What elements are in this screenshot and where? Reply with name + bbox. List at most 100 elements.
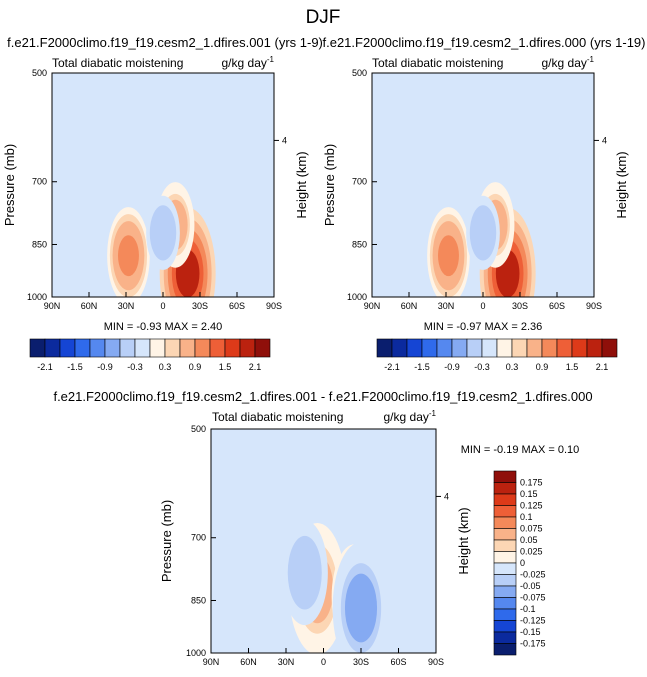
colorbar-cell xyxy=(224,338,241,358)
colorbar-label: 1.5 xyxy=(219,362,232,372)
colorbar-label: 0 xyxy=(520,558,525,568)
panel-difference: f.e21.F2000climo.f19_f19.cesm2_1.dfires.… xyxy=(53,389,592,667)
y-tick-label: 700 xyxy=(352,177,367,187)
x-tick-label: 90N xyxy=(364,301,381,311)
colorbar-label: 0.05 xyxy=(520,535,538,545)
colorbar-top-right: -2.1 -1.5 -0.9 -0.3 0.3 0.9 1.5 2.1 xyxy=(376,338,618,372)
contour-fill xyxy=(437,235,459,277)
heatmap-field xyxy=(372,73,594,297)
contour-fill xyxy=(498,135,517,170)
colorbar-label: 0.9 xyxy=(536,362,549,372)
x-tick-label: 0 xyxy=(480,301,485,311)
x-tick-label: 0 xyxy=(321,657,326,667)
colorbar-cell xyxy=(451,338,468,358)
y-axis: 500 700 850 1000 4 xyxy=(347,68,607,302)
contour-fill xyxy=(86,114,105,149)
colorbar-cell xyxy=(493,574,517,587)
colorbar-cell xyxy=(493,597,517,610)
colorbar-cell xyxy=(164,338,181,358)
colorbar-cell xyxy=(104,338,121,358)
colorbar-cell xyxy=(74,338,91,358)
right-tick-label: 4 xyxy=(444,491,449,501)
colorbar-cell xyxy=(59,338,76,358)
panel-left-label: Total diabatic moistening xyxy=(372,56,503,70)
colorbar-cell xyxy=(493,585,517,598)
colorbar-cell xyxy=(254,338,271,358)
colorbar-label: 1.5 xyxy=(566,362,579,372)
colorbar-cell xyxy=(29,338,46,358)
colorbar-cell xyxy=(571,338,588,358)
colorbar-cell xyxy=(209,338,226,358)
y-tick-label: 500 xyxy=(352,68,367,78)
x-tick-label: 30S xyxy=(512,301,528,311)
colorbar-label: 0.15 xyxy=(520,489,538,499)
y-tick-label: 500 xyxy=(191,424,206,434)
colorbar-cell xyxy=(586,338,603,358)
panel-left-label: Total diabatic moistening xyxy=(212,410,343,424)
colorbar-cell xyxy=(493,505,517,518)
colorbar-cell xyxy=(493,516,517,529)
y-axis: 500 700 850 1000 4 xyxy=(186,424,449,658)
x-tick-label: 90S xyxy=(586,301,602,311)
right-axis-label: Height (km) xyxy=(294,151,309,218)
colorbar-cell xyxy=(541,338,558,358)
x-tick-label: 60N xyxy=(401,301,418,311)
y-tick-label: 1000 xyxy=(347,292,367,302)
colorbar-cell xyxy=(134,338,151,358)
colorbar-cell xyxy=(493,493,517,506)
colorbar-label: 0.175 xyxy=(520,478,543,488)
colorbar-label: -0.15 xyxy=(520,627,541,637)
x-tick-label: 60S xyxy=(549,301,565,311)
heatmap-field xyxy=(211,429,436,653)
stats-label: MIN = -0.97 MAX = 2.36 xyxy=(424,321,543,333)
colorbar-cell xyxy=(511,338,528,358)
contour-fill xyxy=(349,584,373,632)
contour-fill xyxy=(473,214,493,252)
colorbar-top-left: -2.1 -1.5 -0.9 -0.3 0.3 0.9 1.5 2.1 xyxy=(29,338,271,372)
colorbar-cell xyxy=(466,338,483,358)
x-tick-label: 30N xyxy=(278,657,295,667)
colorbar-cell xyxy=(194,338,211,358)
x-tick-label: 90N xyxy=(203,657,220,667)
colorbar-label: -2.1 xyxy=(37,362,53,372)
x-axis: 90N 60N 30N 0 30S 60S 90S xyxy=(44,292,282,311)
colorbar-cell xyxy=(493,608,517,621)
stats-label: MIN = -0.93 MAX = 2.40 xyxy=(104,321,223,333)
colorbar-label: -1.5 xyxy=(67,362,83,372)
panel-dfires-001: f.e21.F2000climo.f19_f19.cesm2_1.dfires.… xyxy=(2,35,323,333)
x-tick-label: 30S xyxy=(192,301,208,311)
colorbar-cell xyxy=(493,643,517,656)
contour-fill xyxy=(117,235,139,277)
right-axis-label: Height (km) xyxy=(456,507,471,574)
colorbar-label: -0.025 xyxy=(520,570,546,580)
colorbar-label: -0.9 xyxy=(444,362,460,372)
x-tick-label: 90S xyxy=(266,301,282,311)
colorbar-cell xyxy=(493,562,517,575)
y-tick-label: 1000 xyxy=(186,648,206,658)
x-tick-label: 30S xyxy=(353,657,369,667)
contour-fill xyxy=(382,495,403,533)
colorbar-label: -0.3 xyxy=(127,362,143,372)
y-axis-label: Pressure (mb) xyxy=(159,500,174,582)
y-axis: 500 700 850 1000 4 xyxy=(27,68,287,302)
colorbar-cell xyxy=(496,338,513,358)
colorbar-label: -0.05 xyxy=(520,581,541,591)
colorbar-cell xyxy=(493,482,517,495)
panel-left-label: Total diabatic moistening xyxy=(52,56,183,70)
y-tick-label: 850 xyxy=(352,239,367,249)
x-tick-label: 30N xyxy=(438,301,455,311)
right-tick-label: 4 xyxy=(282,135,287,145)
colorbar-label: 0.3 xyxy=(506,362,519,372)
colorbar-label: -0.175 xyxy=(520,639,546,649)
colorbar-cell xyxy=(179,338,196,358)
colorbar-label: -0.125 xyxy=(520,616,546,626)
colorbar-cell xyxy=(406,338,423,358)
colorbar-label: -0.075 xyxy=(520,593,546,603)
colorbar-label: 0.1 xyxy=(520,512,533,522)
x-tick-label: 90N xyxy=(44,301,61,311)
colorbar-label: 2.1 xyxy=(249,362,262,372)
colorbar-label: -0.3 xyxy=(474,362,490,372)
colorbar-cell xyxy=(493,470,517,483)
heatmap-field xyxy=(52,73,274,297)
colorbar-label: 0.125 xyxy=(520,501,543,511)
